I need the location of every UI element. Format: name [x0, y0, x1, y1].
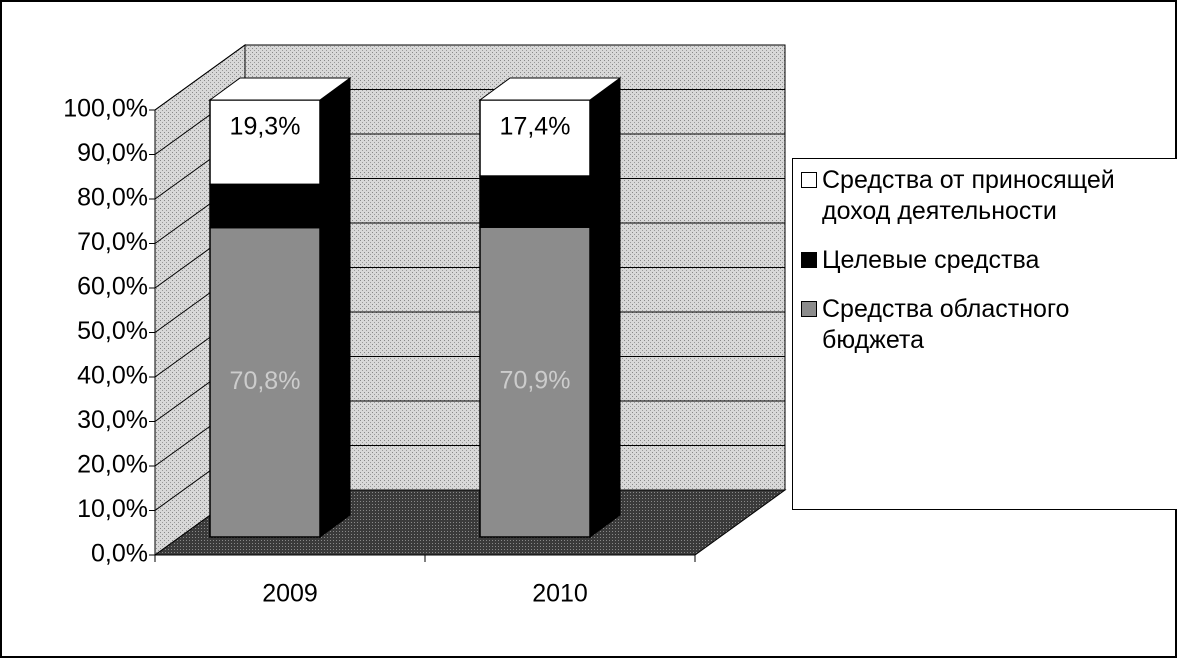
bar-top	[208, 77, 352, 101]
legend-label: Средства от приносящей доход деятельност…	[822, 166, 1115, 225]
y-tick-label: 30,0%	[77, 406, 148, 434]
bar-segment	[209, 183, 321, 229]
legend-item: Средства областного бюджета	[801, 294, 1169, 356]
legend-label: Средства областного бюджета	[822, 295, 1070, 354]
y-tick-label: 10,0%	[77, 495, 148, 523]
y-tick-label: 90,0%	[77, 139, 148, 167]
legend: Средства от приносящей доход деятельност…	[792, 158, 1177, 510]
grid-line	[154, 44, 785, 111]
bar-segment	[479, 175, 591, 228]
data-label: 70,9%	[500, 367, 571, 395]
legend-item: Целевые средства	[801, 245, 1169, 276]
y-tick-label: 20,0%	[77, 451, 148, 479]
bar-side	[319, 204, 351, 538]
y-tick-label: 40,0%	[77, 362, 148, 390]
y-tick-label: 80,0%	[77, 184, 148, 212]
legend-label: Целевые средства	[822, 246, 1040, 274]
legend-swatch	[801, 172, 817, 188]
legend-item: Средства от приносящей доход деятельност…	[801, 165, 1169, 227]
bar-segment	[479, 226, 591, 538]
legend-swatch	[801, 252, 817, 268]
y-tick-label: 70,0%	[77, 228, 148, 256]
x-tick-label: 2009	[262, 580, 318, 608]
x-tick-label: 2010	[532, 580, 588, 608]
bar-top	[478, 77, 622, 101]
data-label: 70,8%	[230, 367, 301, 395]
y-tick-label: 60,0%	[77, 273, 148, 301]
bar-segment	[479, 99, 591, 177]
bar-side	[589, 204, 621, 538]
y-tick-label: 50,0%	[77, 317, 148, 345]
bar-segment	[209, 99, 321, 186]
y-tick-label: 0,0%	[91, 540, 148, 568]
data-label: 19,3%	[230, 113, 301, 141]
y-tick-label: 100,0%	[63, 95, 148, 123]
legend-swatch	[801, 301, 817, 317]
data-label: 17,4%	[500, 113, 571, 141]
bar-segment	[209, 226, 321, 538]
